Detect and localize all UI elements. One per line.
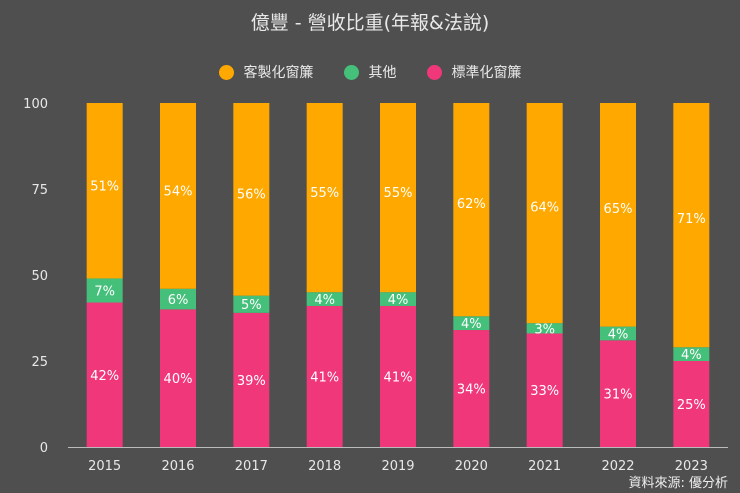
bar-segment <box>526 333 563 447</box>
data-label: 39% <box>237 374 266 389</box>
bar-segment <box>233 312 270 447</box>
legend-item-standard[interactable]: 標準化窗簾 <box>426 62 522 82</box>
bar-segment <box>160 288 196 310</box>
data-label: 54% <box>164 184 193 199</box>
bar-segment <box>306 103 343 293</box>
data-label: 6% <box>168 293 189 308</box>
x-tick-label: 2020 <box>455 459 488 474</box>
data-label: 4% <box>681 348 702 363</box>
bar-segment <box>673 347 710 361</box>
data-label: 5% <box>241 298 262 313</box>
x-tick-label: 2015 <box>88 459 121 474</box>
bar-segment <box>86 278 123 303</box>
x-tick-label: 2021 <box>528 459 561 474</box>
x-tick-label: 2018 <box>308 459 341 474</box>
data-label: 55% <box>310 186 339 201</box>
bar-segment <box>600 103 636 327</box>
bar-segment <box>526 323 563 334</box>
bar-segment <box>306 292 343 306</box>
bar-segment <box>453 330 490 447</box>
x-tick-label: 2023 <box>675 459 708 474</box>
data-label: 55% <box>384 186 413 201</box>
data-label: 31% <box>604 388 633 403</box>
bar-segment <box>86 103 123 279</box>
data-label: 40% <box>164 372 193 387</box>
legend-item-custom[interactable]: 客製化窗簾 <box>218 62 314 82</box>
bar-segment <box>453 316 490 331</box>
x-tick-label: 2019 <box>381 459 414 474</box>
bar-segment <box>600 340 636 447</box>
data-label: 34% <box>457 383 486 398</box>
data-label: 64% <box>530 200 559 215</box>
y-tick-label: 100 <box>23 97 48 112</box>
x-tick-label: 2022 <box>601 459 634 474</box>
bar-segment <box>673 361 710 447</box>
data-label: 56% <box>237 188 266 203</box>
x-tick-label: 2017 <box>235 459 268 474</box>
bar-segment <box>86 302 123 447</box>
bar-segment <box>306 305 343 447</box>
data-label: 4% <box>314 293 335 308</box>
bar-segment <box>380 103 416 293</box>
data-label: 33% <box>530 384 559 399</box>
bar-segment <box>233 103 270 296</box>
data-label: 65% <box>604 202 633 217</box>
data-label: 25% <box>677 398 706 413</box>
data-label: 41% <box>310 370 339 385</box>
data-label: 3% <box>534 322 555 337</box>
source-note: 資料來源: 優分析 <box>628 476 728 491</box>
bar-segment <box>160 309 196 447</box>
bar-segment <box>673 103 710 348</box>
bar-segment <box>526 103 563 324</box>
y-tick-label: 75 <box>31 183 48 198</box>
legend-label: 客製化窗簾 <box>243 65 314 81</box>
data-label: 62% <box>457 197 486 212</box>
x-tick-label: 2016 <box>161 459 194 474</box>
legend-label: 標準化窗簾 <box>451 65 522 81</box>
data-label: 4% <box>388 293 409 308</box>
data-label: 7% <box>94 284 115 299</box>
bar-segment <box>160 103 196 289</box>
chart-title: 億豐 - 營收比重(年報&法說) <box>250 12 490 34</box>
y-tick-label: 25 <box>31 355 48 370</box>
bar-segment <box>233 295 270 313</box>
legend-marker <box>343 64 359 80</box>
y-tick-label: 0 <box>40 441 48 456</box>
legend-marker <box>218 64 234 80</box>
y-tick-label: 50 <box>31 269 48 284</box>
data-label: 51% <box>90 179 119 194</box>
legend: 客製化窗簾 其他 標準化窗簾 <box>0 62 740 82</box>
data-label: 41% <box>384 370 413 385</box>
legend-item-other[interactable]: 其他 <box>343 62 397 82</box>
data-label: 4% <box>461 317 482 332</box>
data-label: 42% <box>90 369 119 384</box>
bar-segment <box>453 103 490 317</box>
bar-segment <box>380 305 416 447</box>
data-label: 4% <box>608 327 629 342</box>
bar-segment <box>380 292 416 306</box>
data-label: 71% <box>677 212 706 227</box>
bar-segment <box>600 326 636 341</box>
legend-marker <box>426 64 442 80</box>
legend-label: 其他 <box>368 65 397 81</box>
